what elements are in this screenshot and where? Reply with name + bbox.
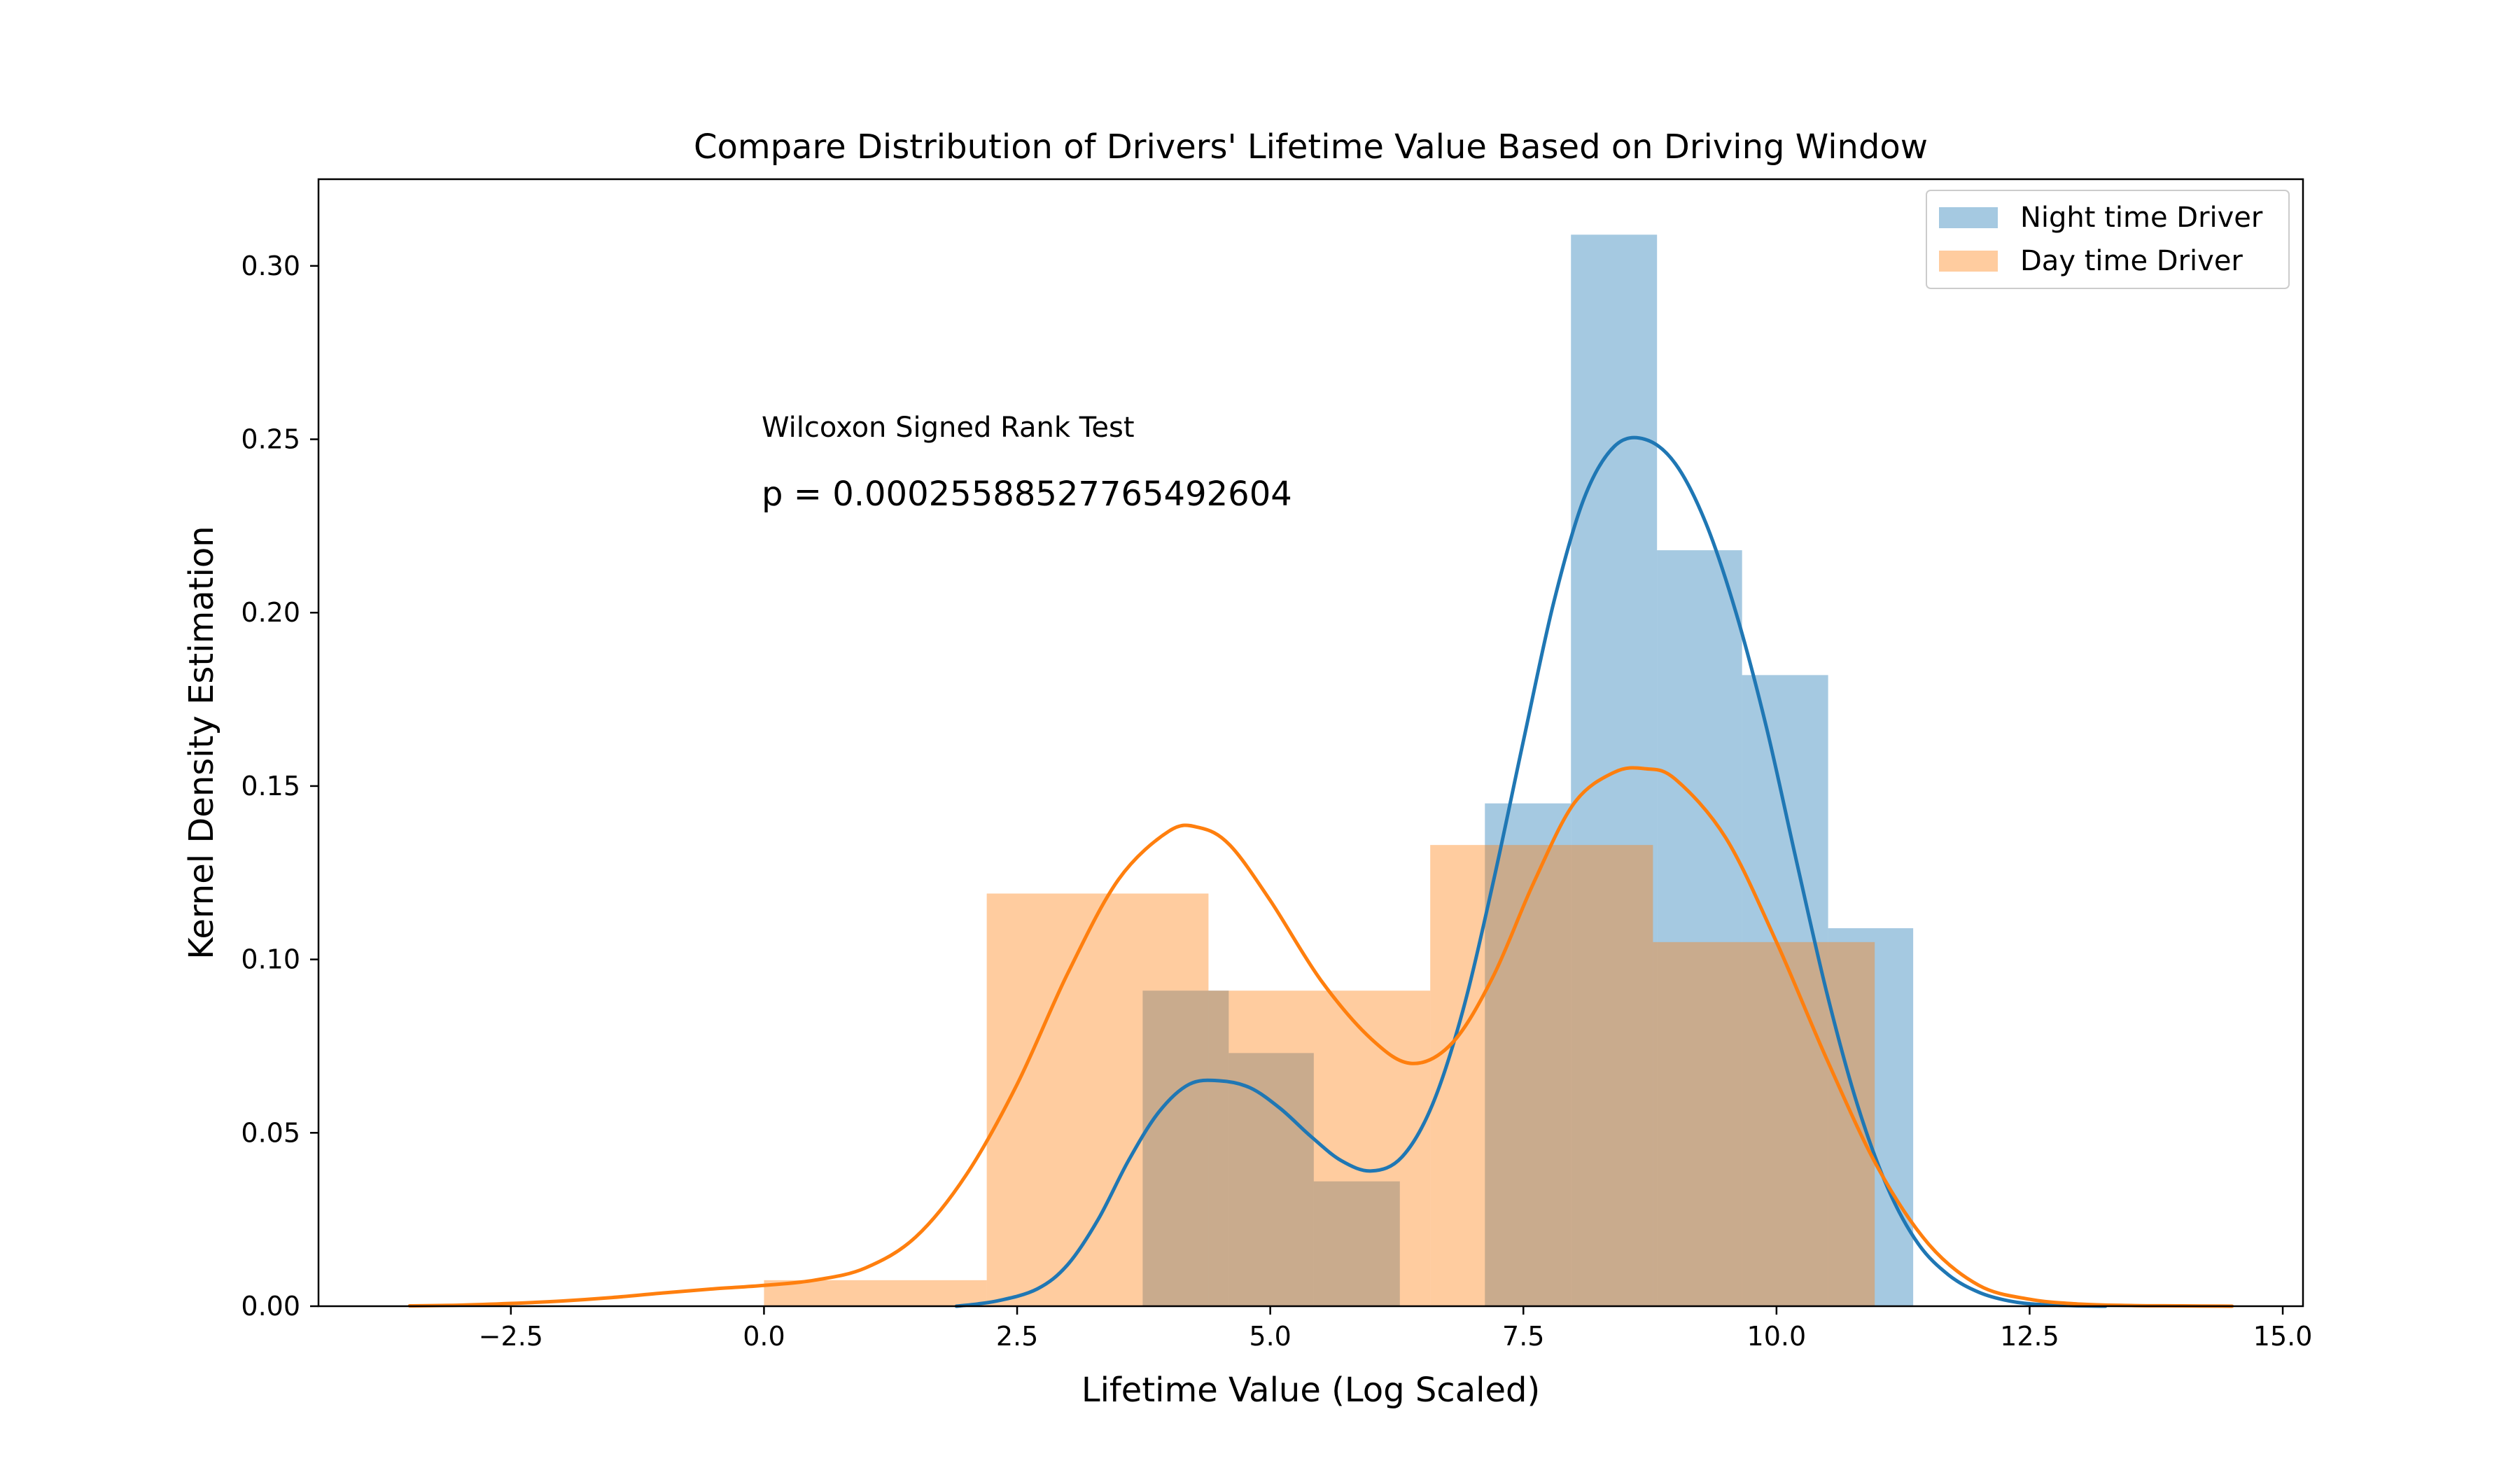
legend-swatch-day <box>1939 251 1998 272</box>
y-tick-label: 0.20 <box>241 597 300 628</box>
hist-bar <box>764 1280 987 1306</box>
x-tick-label: 7.5 <box>1502 1321 1544 1352</box>
hist-bar <box>1742 675 1828 1306</box>
histogram-0 <box>1142 234 1914 1307</box>
annotation-p-value: p = 0.00025588527765492604 <box>762 475 1292 514</box>
hist-bar <box>1571 234 1658 1307</box>
hist-bar <box>1485 803 1572 1306</box>
y-tick-label: 0.25 <box>241 424 300 455</box>
x-tick-label: 10.0 <box>1747 1321 1807 1352</box>
axes-frame <box>317 178 2304 1308</box>
plot-area <box>407 234 2234 1308</box>
legend: Night time Driver Day time Driver <box>1926 190 2290 289</box>
y-tick-label: 0.10 <box>241 944 300 975</box>
hist-bar <box>1313 1181 1400 1306</box>
hist-bar <box>1142 990 1229 1306</box>
legend-swatch-night <box>1939 207 1998 228</box>
hist-bar <box>1208 990 1431 1306</box>
x-tick-label: 5.0 <box>1249 1321 1291 1352</box>
y-tick-label: 0.00 <box>241 1291 300 1322</box>
y-tick-label: 0.15 <box>241 771 300 802</box>
hist-bar <box>986 893 1209 1306</box>
legend-label-night: Night time Driver <box>2020 202 2263 234</box>
hist-bar <box>1653 941 1875 1306</box>
y-tick-label: 0.30 <box>241 251 300 281</box>
hist-bar <box>1430 845 1653 1306</box>
x-tick-label: 2.5 <box>996 1321 1038 1352</box>
x-axis: −2.5 0.0 2.5 5.0 7.5 10.0 12.5 15.0 <box>479 1306 2313 1352</box>
y-axis: 0.00 0.05 0.10 0.15 0.20 0.25 0.30 <box>241 251 318 1322</box>
kde-line-1 <box>407 766 2234 1308</box>
y-axis-label: Kernel Density Estimation <box>182 526 221 959</box>
chart-title: Compare Distribution of Drivers' Lifetim… <box>694 127 1928 167</box>
y-tick-label: 0.05 <box>241 1117 300 1148</box>
hist-bar <box>1228 1053 1314 1306</box>
legend-box <box>1926 190 2290 289</box>
x-axis-label: Lifetime Value (Log Scaled) <box>1082 1371 1540 1410</box>
hist-bar <box>1828 928 1914 1306</box>
x-tick-label: 12.5 <box>2000 1321 2059 1352</box>
hist-bar <box>1657 550 1742 1306</box>
x-tick-label: −2.5 <box>479 1321 543 1352</box>
x-tick-label: 0.0 <box>743 1321 785 1352</box>
x-tick-label: 15.0 <box>2253 1321 2313 1352</box>
legend-label-day: Day time Driver <box>2020 245 2243 277</box>
annotation-test-name: Wilcoxon Signed Rank Test <box>762 412 1135 444</box>
